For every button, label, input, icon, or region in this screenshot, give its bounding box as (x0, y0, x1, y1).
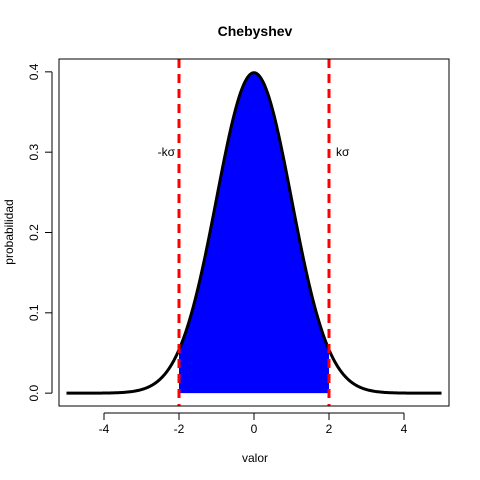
plot-border (58, 58, 450, 407)
x-axis: -4 -2 0 2 4 (99, 412, 408, 436)
annotation-minus-k-sigma: -kσ (158, 145, 176, 159)
y-tick-label: 0.2 (27, 224, 41, 241)
x-tick-label: -2 (174, 422, 185, 436)
plot-area: -kσ kσ (66, 59, 442, 406)
y-axis: 0.0 0.1 0.2 0.3 0.4 (27, 63, 53, 401)
annotation-k-sigma: kσ (336, 145, 350, 159)
shaded-area (179, 72, 329, 394)
density-curve (66, 71, 442, 395)
y-axis-label: probabilidad (2, 199, 16, 264)
x-tick-label: 4 (401, 422, 408, 436)
y-tick-label: 0.4 (27, 63, 41, 80)
y-tick-label: 0.0 (27, 384, 41, 401)
x-tick-label: 0 (251, 422, 258, 436)
chart-title: Chebyshev (218, 23, 293, 39)
x-tick-label: -4 (99, 422, 110, 436)
x-tick-label: 2 (326, 422, 333, 436)
x-axis-label: valor (242, 451, 268, 465)
y-tick-label: 0.3 (27, 144, 41, 161)
y-tick-label: 0.1 (27, 304, 41, 321)
